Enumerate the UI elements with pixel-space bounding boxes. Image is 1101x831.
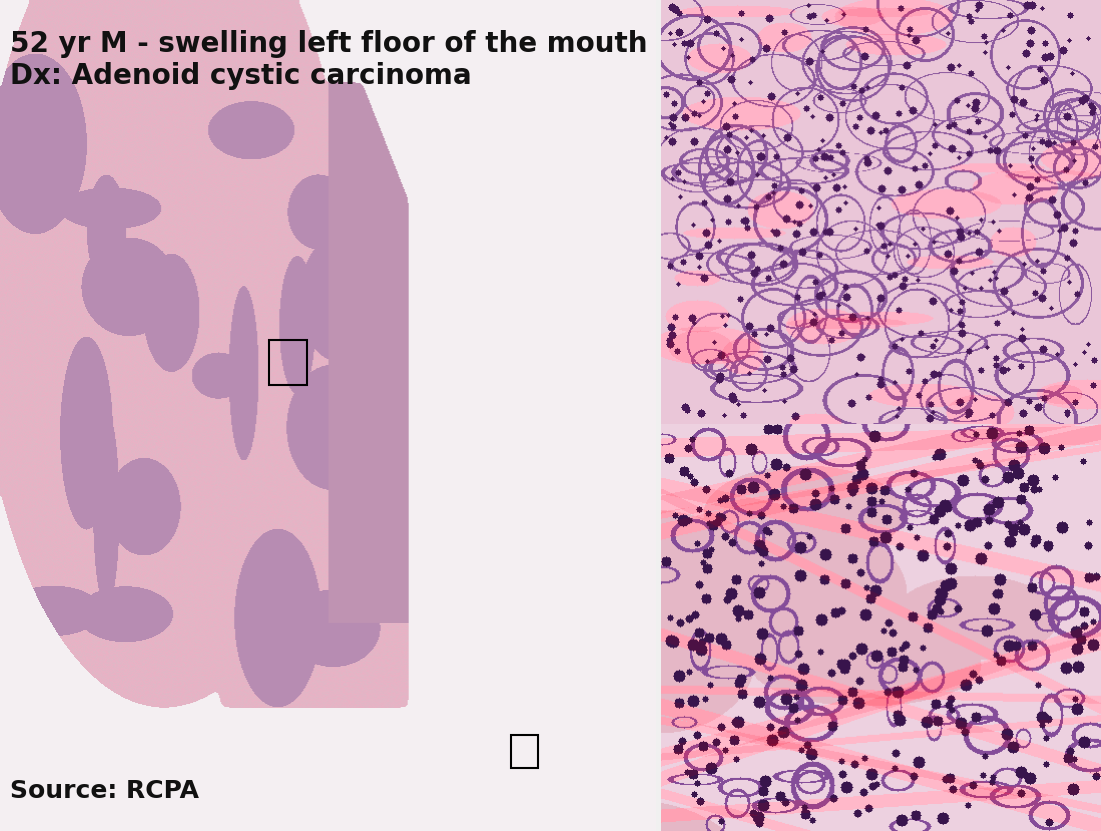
Bar bbox=[511, 735, 538, 768]
Text: Dx: Adenoid cystic carcinoma: Dx: Adenoid cystic carcinoma bbox=[10, 62, 471, 90]
Text: Source: RCPA: Source: RCPA bbox=[10, 779, 199, 803]
Text: 52 yr M - swelling left floor of the mouth: 52 yr M - swelling left floor of the mou… bbox=[10, 30, 647, 58]
Bar bbox=[269, 340, 307, 385]
